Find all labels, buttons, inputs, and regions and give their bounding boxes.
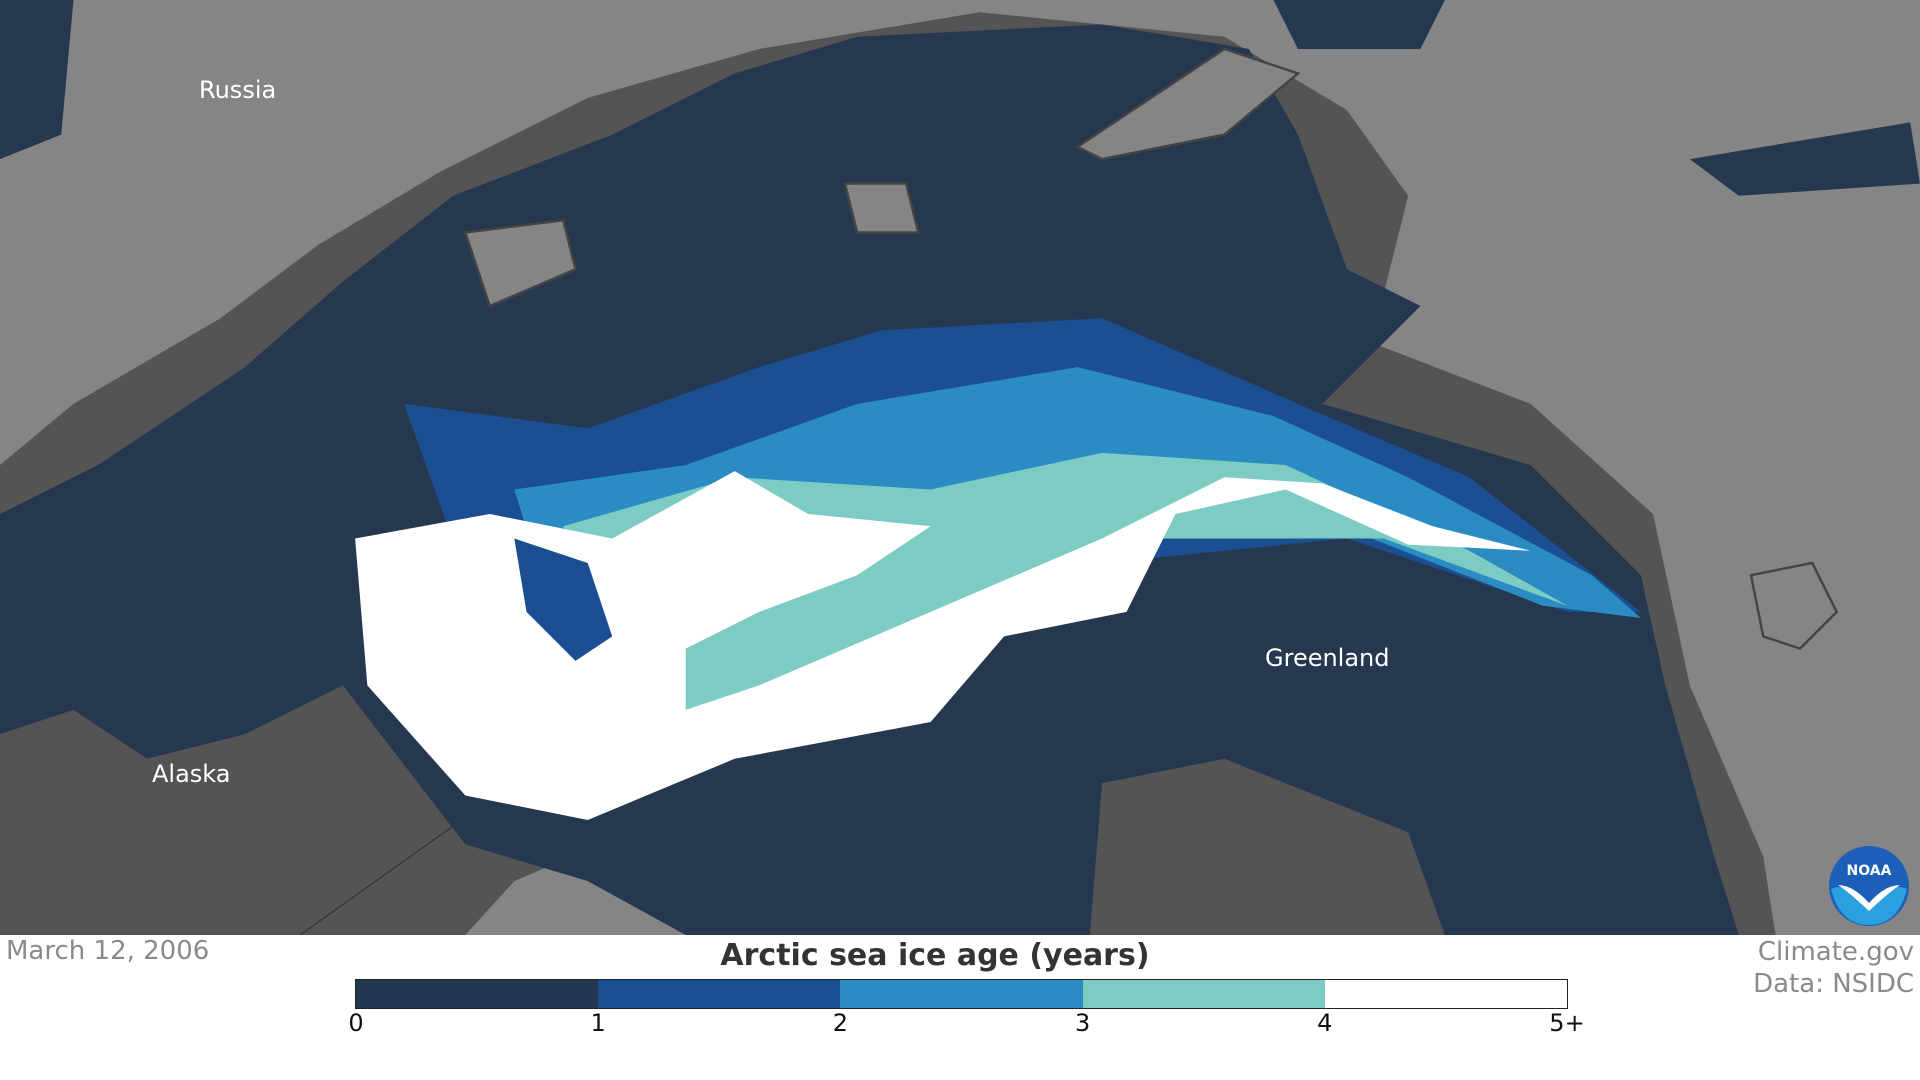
legend-bin-4-5+ xyxy=(1324,980,1568,1008)
ice-4-plus xyxy=(355,471,1531,820)
legend-tick: 5+ xyxy=(1549,1009,1585,1037)
date-label: March 12, 2006 xyxy=(6,936,210,966)
legend-title: Arctic sea ice age (years) xyxy=(720,938,1150,973)
legend-bin-2-3 xyxy=(840,980,1083,1008)
legend-tick: 0 xyxy=(348,1009,364,1037)
label-russia: Russia xyxy=(199,76,277,104)
legend-bin-1-2 xyxy=(598,980,841,1008)
noaa-logo: NOAA xyxy=(1829,846,1909,926)
color-legend xyxy=(355,979,1568,1009)
credit-source: Climate.gov xyxy=(1757,937,1914,967)
legend-tick: 4 xyxy=(1317,1009,1333,1037)
legend-tick: 1 xyxy=(590,1009,606,1037)
credit-data: Data: NSIDC xyxy=(1753,969,1914,999)
label-greenland: Greenland xyxy=(1265,644,1390,672)
sea-ice-map xyxy=(0,0,1920,935)
credit: Climate.gov Data: NSIDC xyxy=(1753,936,1914,1000)
legend-bin-3-4 xyxy=(1082,980,1325,1008)
legend-bin-0-1 xyxy=(356,980,599,1008)
svg-text:NOAA: NOAA xyxy=(1847,863,1892,879)
legend-tick: 2 xyxy=(832,1009,849,1037)
label-alaska: Alaska xyxy=(152,760,231,788)
legend-tick: 3 xyxy=(1074,1009,1091,1037)
